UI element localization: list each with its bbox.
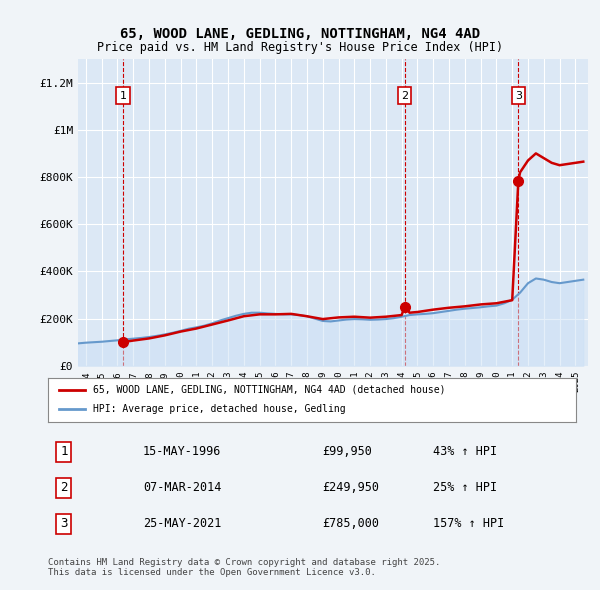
Text: 65, WOOD LANE, GEDLING, NOTTINGHAM, NG4 4AD: 65, WOOD LANE, GEDLING, NOTTINGHAM, NG4 … bbox=[120, 27, 480, 41]
Text: £249,950: £249,950 bbox=[323, 481, 380, 494]
Text: £99,950: £99,950 bbox=[323, 445, 373, 458]
Text: 3: 3 bbox=[515, 91, 522, 101]
Text: 1: 1 bbox=[60, 445, 68, 458]
Text: 2: 2 bbox=[401, 91, 408, 101]
Text: 1: 1 bbox=[120, 91, 127, 101]
Text: 2: 2 bbox=[60, 481, 68, 494]
Text: 3: 3 bbox=[60, 517, 68, 530]
Text: 25% ↑ HPI: 25% ↑ HPI bbox=[433, 481, 497, 494]
Text: 157% ↑ HPI: 157% ↑ HPI bbox=[433, 517, 505, 530]
Text: 43% ↑ HPI: 43% ↑ HPI bbox=[433, 445, 497, 458]
Text: 15-MAY-1996: 15-MAY-1996 bbox=[143, 445, 221, 458]
Text: 07-MAR-2014: 07-MAR-2014 bbox=[143, 481, 221, 494]
Text: HPI: Average price, detached house, Gedling: HPI: Average price, detached house, Gedl… bbox=[93, 405, 346, 414]
Text: 65, WOOD LANE, GEDLING, NOTTINGHAM, NG4 4AD (detached house): 65, WOOD LANE, GEDLING, NOTTINGHAM, NG4 … bbox=[93, 385, 445, 395]
Text: 25-MAY-2021: 25-MAY-2021 bbox=[143, 517, 221, 530]
Text: £785,000: £785,000 bbox=[323, 517, 380, 530]
Text: Price paid vs. HM Land Registry's House Price Index (HPI): Price paid vs. HM Land Registry's House … bbox=[97, 41, 503, 54]
Text: Contains HM Land Registry data © Crown copyright and database right 2025.
This d: Contains HM Land Registry data © Crown c… bbox=[48, 558, 440, 577]
